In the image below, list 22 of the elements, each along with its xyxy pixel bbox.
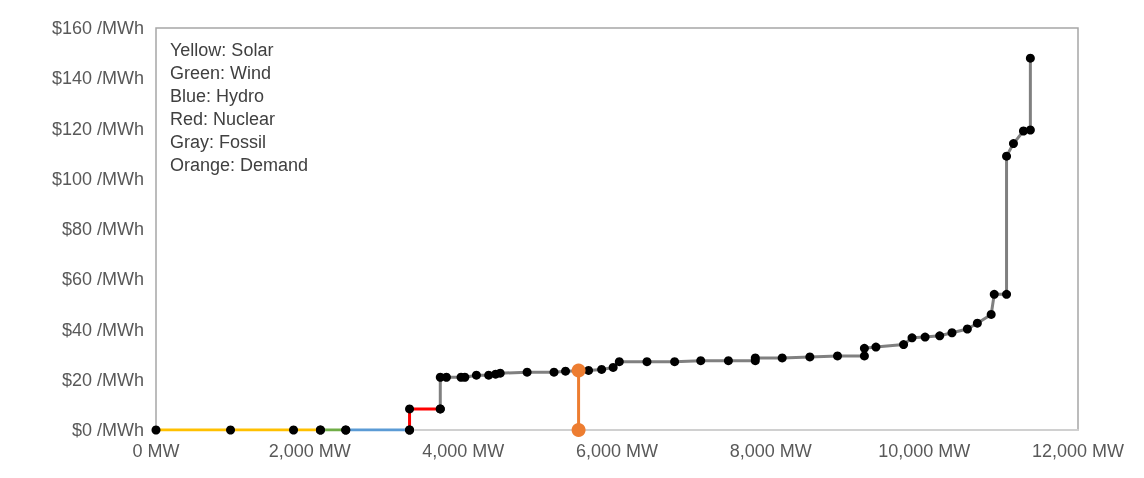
y-tick-label: $160 /MWh — [51, 18, 144, 38]
x-tick-label: 10,000 MW — [878, 441, 971, 461]
y-tick-label: $20 /MWh — [61, 369, 144, 390]
annotation: Orange: Demand — [170, 154, 309, 175]
y-tick-label: $0 /MWh — [71, 420, 144, 440]
x-tick-label: 4,000 MW — [422, 441, 505, 461]
annotation: Yellow: Solar — [170, 39, 274, 60]
y-tick-label: $100 /MWh — [51, 168, 144, 189]
annotation: Blue: Hydro — [170, 85, 265, 106]
annotation: Gray: Fossil — [170, 131, 267, 152]
y-tick-label: $140 /MWh — [51, 68, 144, 89]
y-tick-label: $40 /MWh — [61, 319, 144, 340]
y-tick-label: $60 /MWh — [61, 269, 144, 290]
y-tick-label: $120 /MWh — [51, 118, 144, 139]
annotation: Red: Nuclear — [170, 108, 276, 129]
x-tick-label: 2,000 MW — [268, 441, 351, 461]
x-tick-label: 8,000 MW — [729, 441, 812, 461]
x-tick-label: 6,000 MW — [575, 441, 659, 461]
x-tick-label: 0 MW — [132, 441, 180, 461]
x-tick-label: 12,000 MW — [1031, 441, 1125, 461]
y-tick-label: $80 /MWh — [61, 219, 144, 239]
annotation: Green: Wind — [170, 62, 272, 83]
